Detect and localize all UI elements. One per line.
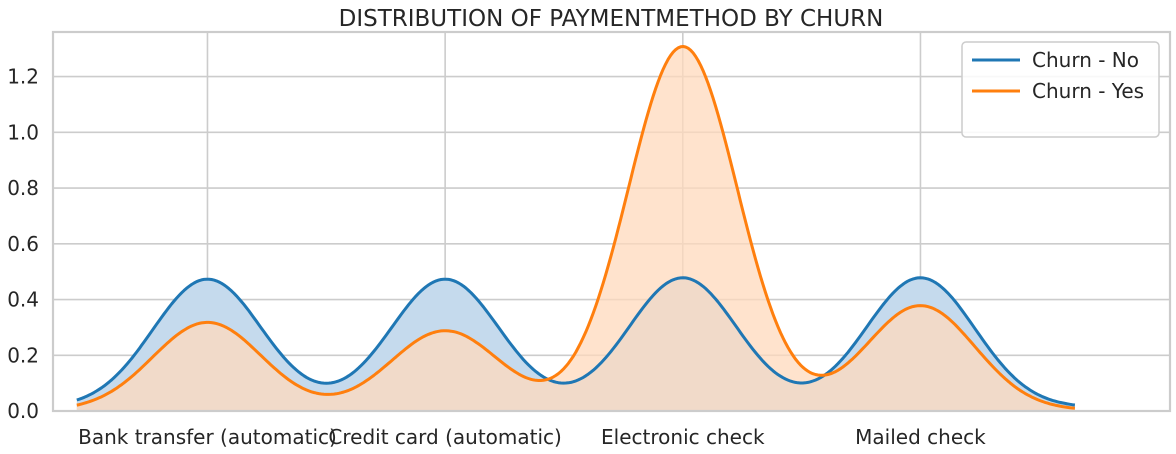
y-tick-label: 0.6 (7, 232, 39, 256)
density-lines (76, 45, 1076, 410)
chart-title: DISTRIBUTION OF PAYMENTMETHOD BY CHURN (339, 6, 884, 32)
y-tick-label: 0.8 (7, 176, 39, 200)
axes: 0.0 0.2 0.4 0.6 0.8 1.0 1.2 Bank transfer (auto… (7, 30, 1172, 449)
x-tick-label: Credit card (automatic) (328, 425, 561, 449)
y-tick-label: 1.2 (7, 65, 39, 89)
legend-label-1: Churn - Yes (1032, 79, 1144, 103)
y-tick-label: 0.2 (7, 343, 39, 367)
y-tick-label: 0.0 (7, 399, 39, 423)
legend: Churn - No Churn - Yes (961, 41, 1160, 138)
plot-frame (51, 30, 1172, 413)
x-tick-label: Mailed check (855, 425, 986, 449)
legend-box (961, 41, 1160, 138)
x-tick-label: Electronic check (601, 425, 765, 449)
density-fills (76, 46, 1075, 411)
density-fill-1 (76, 46, 1075, 411)
legend-label-0: Churn - No (1032, 48, 1139, 72)
y-tick-label: 0.4 (7, 288, 39, 312)
density-line-1 (76, 45, 1076, 410)
y-tick-label: 1.0 (7, 120, 39, 144)
x-tick-label: Bank transfer (automatic) (78, 425, 337, 449)
density-line-0 (76, 276, 1076, 407)
